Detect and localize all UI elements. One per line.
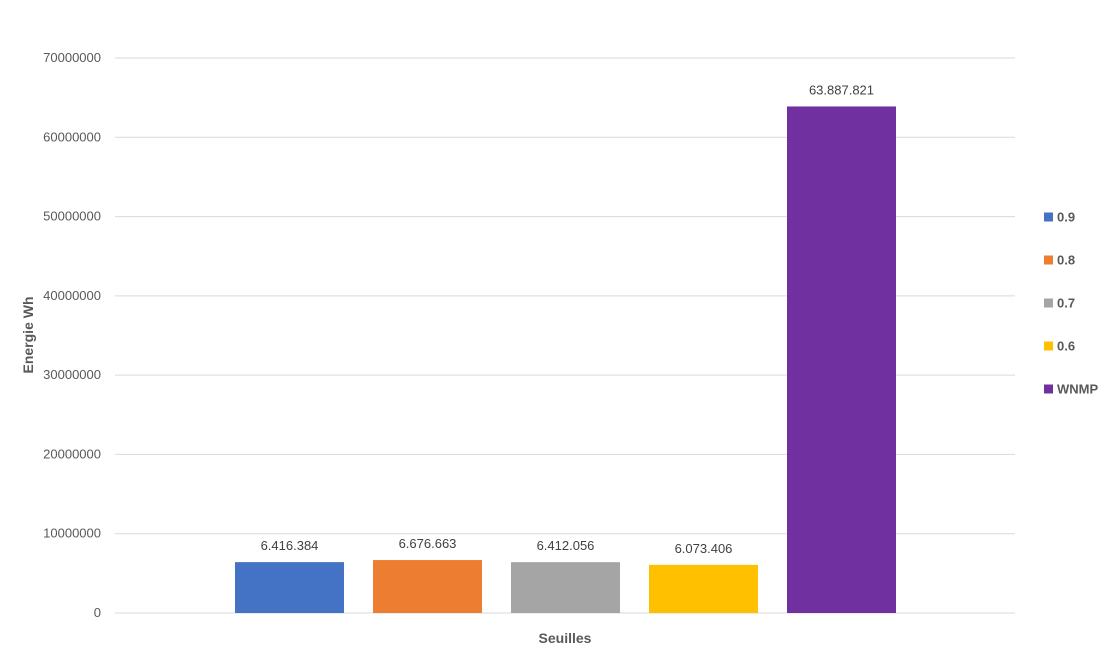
bar-0-6: [649, 564, 758, 613]
y-tick-label: 70000000: [43, 50, 101, 65]
data-label: 63.887.821: [809, 82, 874, 97]
bars: [235, 106, 896, 613]
legend-label: 0.7: [1057, 296, 1075, 311]
data-label: 6.412.056: [537, 538, 595, 553]
bar-0-9: [235, 562, 344, 613]
y-tick-label: 60000000: [43, 129, 101, 144]
y-tick-label: 40000000: [43, 288, 101, 303]
bar-wnmp: [787, 106, 896, 613]
legend-label: 0.9: [1057, 210, 1075, 225]
legend-label: WNMP: [1057, 382, 1098, 397]
data-labels: 6.416.384 6.676.663 6.412.056 6.073.406 63.8…: [261, 82, 874, 555]
data-label: 6.416.384: [261, 538, 319, 553]
data-label: 6.676.663: [399, 536, 457, 551]
legend: 0.9 0.8 0.7 0.6 WNMP: [1044, 210, 1098, 397]
data-label: 6.073.406: [675, 541, 733, 556]
legend-swatch: [1044, 298, 1053, 308]
bar-0-7: [511, 562, 620, 613]
y-tick-label: 0: [94, 605, 101, 620]
legend-swatch: [1044, 212, 1053, 222]
gridlines: [115, 57, 1015, 614]
legend-swatch: [1044, 255, 1053, 265]
legend-label: 0.8: [1057, 253, 1075, 268]
bar-0-8: [373, 560, 482, 613]
y-axis-ticks: 0 10000000 20000000 30000000 40000000 5000000…: [43, 50, 101, 620]
y-axis-title: Energie Wh: [20, 296, 36, 373]
y-tick-label: 10000000: [43, 526, 101, 541]
legend-swatch: [1044, 341, 1053, 351]
legend-label: 0.6: [1057, 339, 1075, 354]
x-axis-title: Seuilles: [539, 630, 592, 646]
y-tick-label: 30000000: [43, 367, 101, 382]
legend-swatch: [1044, 384, 1053, 394]
y-tick-label: 50000000: [43, 209, 101, 224]
y-tick-label: 20000000: [43, 446, 101, 461]
